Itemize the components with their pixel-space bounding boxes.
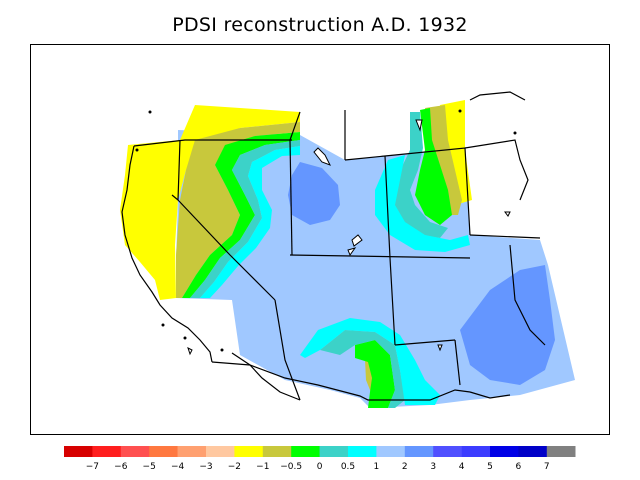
- pdsi-field-yellow-west: [120, 105, 300, 300]
- lakes: [187, 119, 511, 356]
- boundaries: [121, 91, 546, 401]
- pdsi-field-teal-south: [320, 330, 405, 408]
- pdsi-field-cyan-north: [375, 155, 470, 252]
- pdsi-field-olive-west: [176, 122, 300, 298]
- pdsi-field-blue-southeast: [460, 265, 555, 385]
- pdsi-field-green-south: [355, 340, 395, 408]
- pdsi-field-cyan-west: [200, 146, 300, 298]
- pdsi-field-olive-north: [425, 105, 462, 215]
- pdsi-field-cyan-south: [300, 318, 440, 405]
- map-title: PDSI reconstruction A.D. 1932: [172, 14, 468, 36]
- pdsi-field-teal-west: [190, 140, 300, 298]
- pdsi-field-yellow-north: [440, 100, 472, 205]
- pdsi-field-green-west: [182, 132, 300, 298]
- pdsi-field-teal-north: [392, 112, 448, 238]
- pdsi-field-blue-utah: [288, 162, 340, 225]
- pdsi-field-green-north: [415, 108, 452, 225]
- islands: [135, 109, 517, 352]
